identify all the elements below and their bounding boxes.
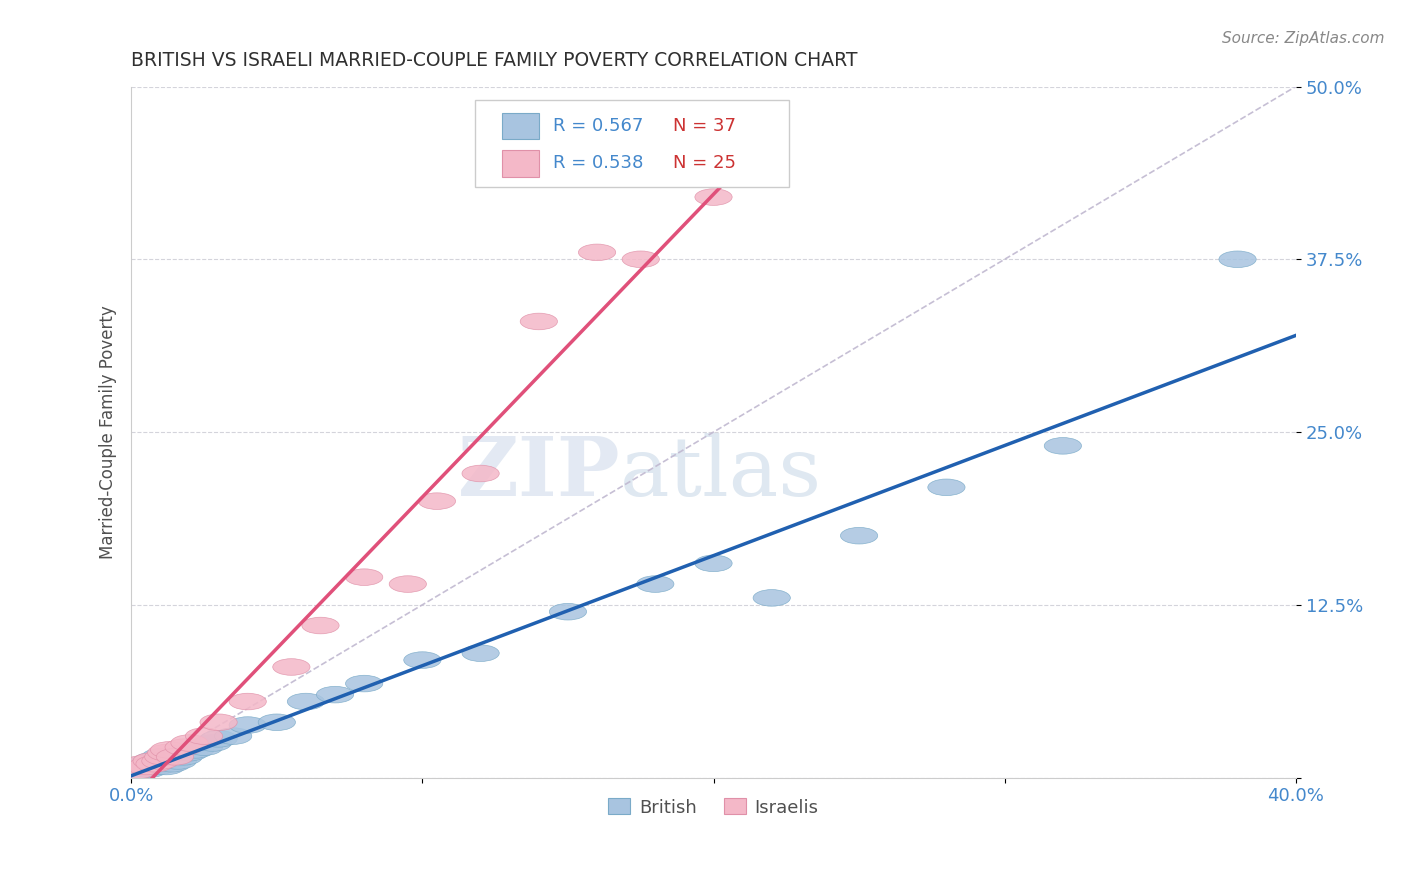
Ellipse shape	[136, 756, 173, 772]
Legend: British, Israelis: British, Israelis	[602, 791, 825, 824]
Ellipse shape	[127, 758, 165, 775]
Ellipse shape	[695, 555, 733, 572]
Ellipse shape	[215, 728, 252, 745]
Ellipse shape	[259, 714, 295, 731]
Ellipse shape	[229, 693, 266, 710]
Ellipse shape	[194, 735, 232, 751]
Ellipse shape	[148, 745, 184, 761]
FancyBboxPatch shape	[502, 150, 538, 177]
Ellipse shape	[172, 735, 208, 751]
Ellipse shape	[124, 756, 162, 772]
Ellipse shape	[156, 750, 194, 766]
Ellipse shape	[124, 758, 162, 775]
Ellipse shape	[928, 479, 965, 496]
Text: N = 37: N = 37	[672, 117, 735, 135]
Ellipse shape	[389, 575, 426, 592]
FancyBboxPatch shape	[475, 100, 789, 186]
FancyBboxPatch shape	[502, 113, 538, 139]
Ellipse shape	[404, 652, 441, 668]
Ellipse shape	[177, 741, 214, 758]
Ellipse shape	[172, 745, 208, 761]
Ellipse shape	[142, 753, 179, 769]
Ellipse shape	[127, 756, 165, 772]
Ellipse shape	[150, 741, 188, 758]
Ellipse shape	[118, 763, 156, 779]
Ellipse shape	[134, 753, 170, 769]
Text: R = 0.538: R = 0.538	[553, 154, 643, 172]
Ellipse shape	[136, 756, 173, 772]
Ellipse shape	[153, 756, 191, 772]
Ellipse shape	[131, 761, 167, 778]
Ellipse shape	[520, 313, 557, 330]
Text: atlas: atlas	[620, 434, 823, 514]
Ellipse shape	[134, 753, 170, 769]
Ellipse shape	[145, 748, 181, 765]
Text: Source: ZipAtlas.com: Source: ZipAtlas.com	[1222, 31, 1385, 46]
Ellipse shape	[200, 714, 238, 731]
Ellipse shape	[621, 251, 659, 268]
Ellipse shape	[139, 758, 176, 775]
Ellipse shape	[229, 717, 266, 733]
Ellipse shape	[156, 748, 194, 765]
Ellipse shape	[346, 569, 382, 585]
Ellipse shape	[165, 748, 202, 765]
Ellipse shape	[118, 763, 156, 779]
Ellipse shape	[841, 527, 877, 544]
Ellipse shape	[145, 753, 181, 769]
Ellipse shape	[186, 739, 222, 756]
Ellipse shape	[550, 603, 586, 620]
Ellipse shape	[1219, 251, 1256, 268]
Ellipse shape	[578, 244, 616, 260]
Ellipse shape	[463, 645, 499, 662]
Ellipse shape	[142, 756, 179, 772]
Ellipse shape	[637, 575, 673, 592]
Ellipse shape	[165, 739, 202, 756]
Ellipse shape	[463, 466, 499, 482]
Ellipse shape	[754, 590, 790, 607]
Text: R = 0.567: R = 0.567	[553, 117, 643, 135]
Ellipse shape	[150, 748, 188, 765]
Ellipse shape	[159, 753, 197, 769]
Y-axis label: Married-Couple Family Poverty: Married-Couple Family Poverty	[100, 305, 117, 559]
Ellipse shape	[302, 617, 339, 634]
Ellipse shape	[186, 728, 222, 745]
Ellipse shape	[148, 758, 184, 775]
Ellipse shape	[273, 658, 309, 675]
Ellipse shape	[200, 731, 238, 747]
Ellipse shape	[695, 189, 733, 205]
Text: BRITISH VS ISRAELI MARRIED-COUPLE FAMILY POVERTY CORRELATION CHART: BRITISH VS ISRAELI MARRIED-COUPLE FAMILY…	[131, 51, 858, 70]
Ellipse shape	[287, 693, 325, 710]
Ellipse shape	[316, 686, 354, 703]
Ellipse shape	[142, 748, 179, 765]
Ellipse shape	[419, 493, 456, 509]
Text: ZIP: ZIP	[458, 434, 620, 514]
Ellipse shape	[1045, 438, 1081, 454]
Ellipse shape	[346, 675, 382, 692]
Text: N = 25: N = 25	[672, 154, 735, 172]
